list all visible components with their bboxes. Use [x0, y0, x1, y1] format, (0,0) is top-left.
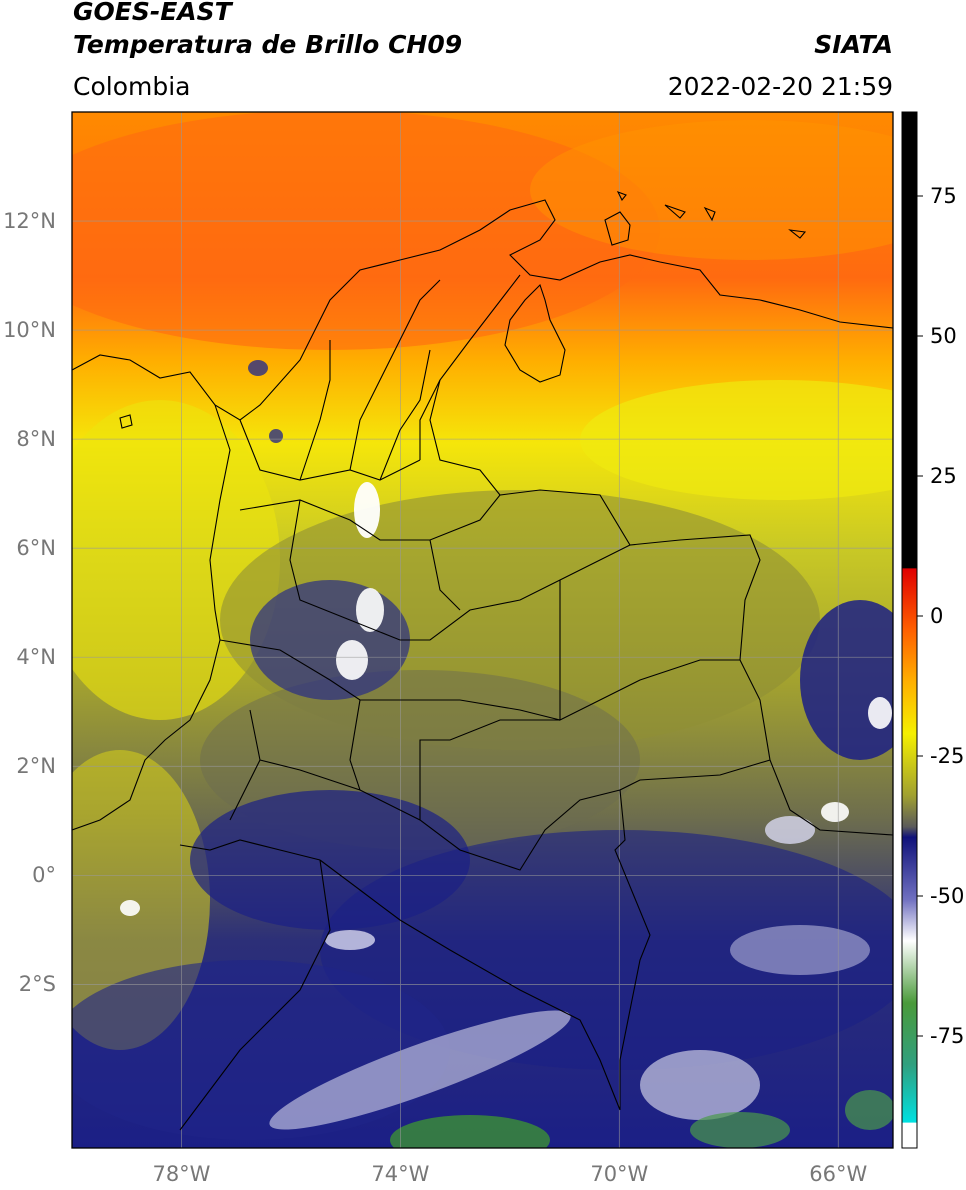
datetime-label: 2022-02-20 21:59: [667, 72, 893, 101]
graticule: [72, 112, 893, 1148]
peru-ecuador-border: [179, 859, 331, 1131]
latitude-tick-label: 4°N: [16, 645, 56, 670]
colorbar-tick-label: 25: [930, 464, 957, 488]
venezuela-brazil-border: [769, 759, 893, 836]
latitude-tick-label: 2°S: [18, 972, 56, 997]
map-frame: [71, 111, 894, 1149]
colorbar-tick-label: -25: [930, 744, 965, 768]
colorbar-tick-label: 50: [930, 324, 957, 348]
longitude-tick-label: 70°W: [590, 1162, 649, 1186]
colombia-peru-border: [319, 859, 621, 1111]
longitude-tick-label: 78°W: [152, 1162, 211, 1186]
colorbar-tick-label: -50: [930, 884, 965, 908]
colorbar-tick-label: 0: [930, 604, 944, 628]
colorbar-tick-label: -75: [930, 1024, 965, 1048]
latitude-tick-label: 2°N: [16, 754, 56, 779]
colorbar-ticks: [917, 195, 923, 1037]
latitude-tick-label: 6°N: [16, 536, 56, 561]
title-product: Temperatura de Brillo CH09: [73, 30, 463, 59]
longitude-tick-label: 74°W: [371, 1162, 430, 1186]
latitude-tick-label: 0°: [32, 863, 56, 888]
title-satellite: GOES-EAST: [73, 0, 232, 26]
lake-maracaibo: [504, 283, 566, 383]
pacific-coastline: [72, 404, 231, 831]
region-label: Colombia: [73, 72, 191, 101]
colorbar: [901, 111, 918, 1149]
latitude-tick-label: 12°N: [3, 209, 56, 234]
colombia-brazil-border: [614, 759, 771, 1110]
brightness-temperature-field: [72, 112, 893, 1148]
colombia-venezuela-border: [429, 274, 771, 761]
colombia-ecuador-border: [179, 839, 321, 861]
source-label: SIATA: [814, 30, 893, 59]
latitude-tick-label: 8°N: [16, 427, 56, 452]
colorbar-tick-label: 75: [930, 184, 957, 208]
longitude-tick-label: 66°W: [809, 1162, 868, 1186]
caribbean-coastline: [72, 199, 893, 421]
latitude-tick-label: 10°N: [3, 318, 56, 343]
borders: [72, 190, 893, 1131]
